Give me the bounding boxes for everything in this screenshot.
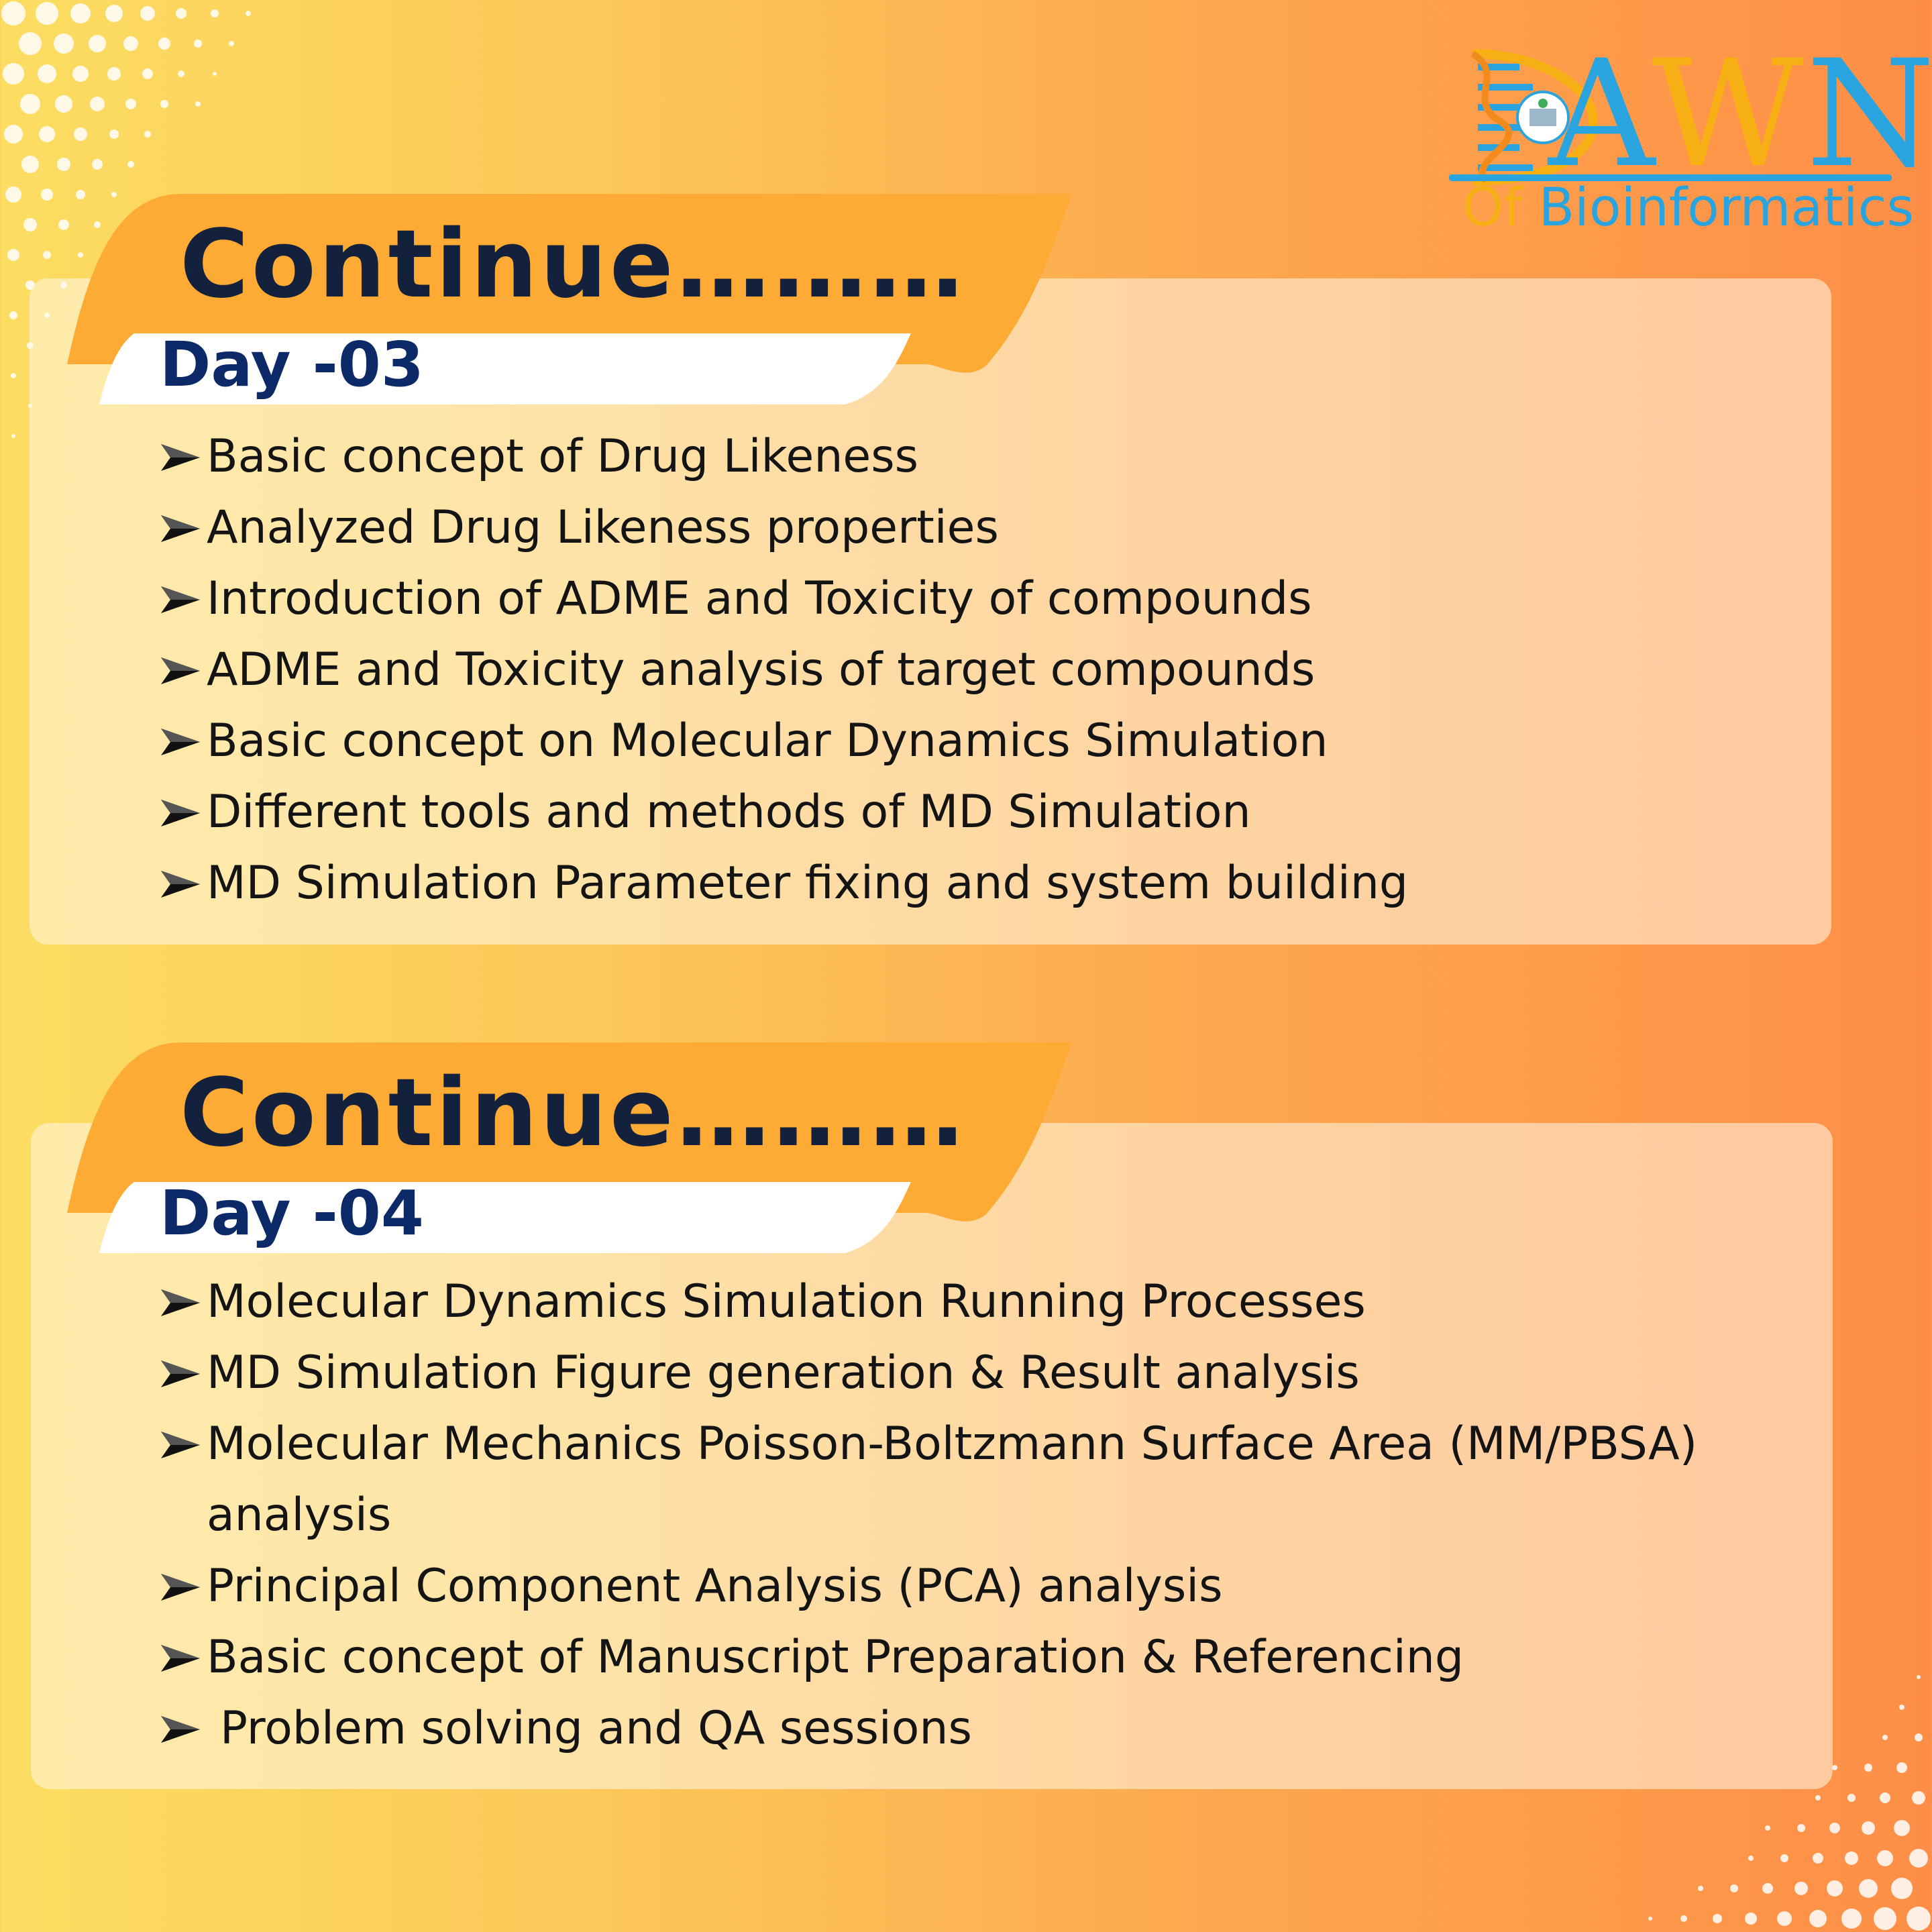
day-04-topic-list: Molecular Dynamics Simulation Running Pr… (161, 1267, 1697, 1764)
list-item-text: Different tools and methods of MD Simula… (207, 786, 1251, 839)
logo-letter-n: N (1806, 28, 1932, 200)
arrow-bullet-icon (161, 1716, 200, 1743)
day-label: Day -03 (160, 329, 424, 400)
arrow-bullet-icon (161, 871, 200, 898)
section-title: Continue……… (180, 210, 966, 319)
logo-subtitle: Of Bioinformatics (1462, 178, 1914, 238)
list-item: Molecular Dynamics Simulation Running Pr… (161, 1267, 1697, 1338)
list-item: Problem solving and QA sessions (161, 1693, 1697, 1764)
arrow-bullet-icon (161, 729, 200, 755)
list-item-text: analysis (207, 1489, 392, 1542)
section-title: Continue……… (180, 1059, 966, 1168)
list-item: MD Simulation Figure generation & Result… (161, 1338, 1697, 1409)
arrow-bullet-icon (161, 657, 200, 684)
arrow-bullet-icon (161, 1360, 200, 1387)
arrow-bullet-icon (161, 515, 200, 542)
logo-underline (1449, 174, 1892, 181)
list-item-text: Principal Component Analysis (PCA) analy… (207, 1560, 1223, 1613)
arrow-bullet-icon (161, 586, 200, 613)
day-03-topic-list: Basic concept of Drug Likeness Analyzed … (161, 421, 1408, 919)
list-item-text: Molecular Mechanics Poisson-Boltzmann Su… (207, 1417, 1698, 1470)
list-item-text: Introduction of ADME and Toxicity of com… (207, 572, 1312, 625)
list-item: Molecular Mechanics Poisson-Boltzmann Su… (161, 1409, 1697, 1480)
list-item: Basic concept on Molecular Dynamics Simu… (161, 706, 1408, 777)
arrow-bullet-icon (161, 1432, 200, 1458)
arrow-bullet-icon (161, 1289, 200, 1316)
dawn-of-bioinformatics-logo: AWN Of Bioinformatics (1449, 40, 1932, 241)
day-label: Day -04 (160, 1177, 424, 1249)
banner-shape (67, 194, 1072, 405)
list-item-text: Basic concept of Manuscript Preparation … (207, 1631, 1464, 1684)
list-item: Introduction of ADME and Toxicity of com… (161, 564, 1408, 635)
list-item: Different tools and methods of MD Simula… (161, 777, 1408, 848)
list-item: MD Simulation Parameter fixing and syste… (161, 848, 1408, 919)
list-item: Principal Component Analysis (PCA) analy… (161, 1551, 1697, 1622)
list-item: Basic concept of Drug Likeness (161, 421, 1408, 492)
banner-shape (67, 1042, 1072, 1253)
list-item-text: Problem solving and QA sessions (220, 1702, 972, 1755)
day-03-banner: Continue……… Day -03 (0, 191, 1107, 413)
logo-subtitle-bioinformatics: Bioinformatics (1538, 178, 1915, 238)
list-item-text: Basic concept of Drug Likeness (207, 430, 919, 483)
day-04-banner: Continue……… Day -04 (0, 1040, 1107, 1261)
list-item-text: Basic concept on Molecular Dynamics Simu… (207, 714, 1328, 767)
list-item: ADME and Toxicity analysis of target com… (161, 635, 1408, 706)
list-item-text: ADME and Toxicity analysis of target com… (207, 643, 1316, 696)
list-item: Basic concept of Manuscript Preparation … (161, 1622, 1697, 1693)
logo-subtitle-of: Of (1462, 178, 1522, 238)
logo-letter-w: W (1651, 28, 1807, 200)
list-item-continuation: analysis (161, 1480, 1697, 1551)
arrow-bullet-icon (161, 444, 200, 471)
arrow-bullet-icon (161, 1645, 200, 1672)
list-item-text: Analyzed Drug Likeness properties (207, 501, 999, 554)
list-item-text: MD Simulation Figure generation & Result… (207, 1346, 1360, 1399)
arrow-bullet-icon (161, 1574, 200, 1601)
logo-letter-a: A (1548, 28, 1652, 200)
arrow-bullet-icon (161, 800, 200, 826)
logo-wordmark: AWN (1548, 40, 1932, 188)
list-item: Analyzed Drug Likeness properties (161, 492, 1408, 564)
list-item-text: MD Simulation Parameter fixing and syste… (207, 857, 1409, 910)
list-item-text: Molecular Dynamics Simulation Running Pr… (207, 1275, 1366, 1328)
